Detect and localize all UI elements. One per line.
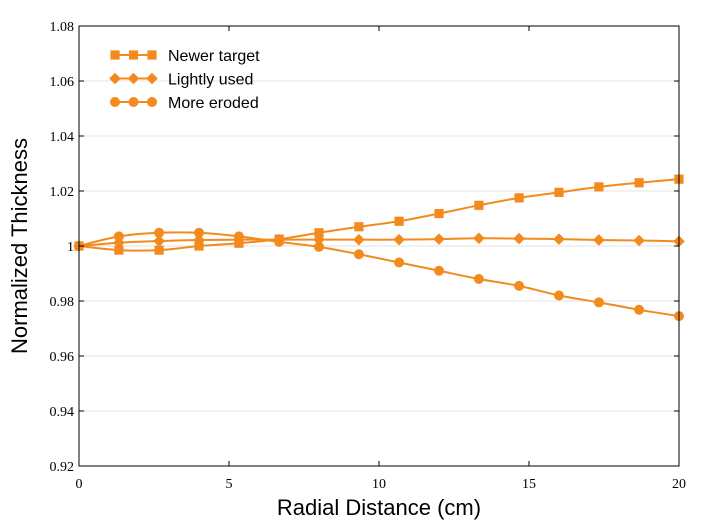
data-point (633, 234, 645, 247)
legend-marker (110, 50, 120, 60)
legend-marker (109, 72, 121, 85)
data-point (634, 304, 645, 315)
data-point (473, 274, 484, 284)
data-point (354, 222, 364, 232)
data-point (474, 200, 484, 210)
legend-marker (128, 50, 139, 60)
data-point (393, 233, 405, 246)
series-line-more-eroded (78, 231, 680, 318)
legend-marker (128, 97, 139, 107)
data-point (434, 265, 444, 276)
data-point (513, 232, 525, 245)
data-point (194, 227, 204, 238)
data-point (314, 241, 324, 252)
legend-marker (147, 97, 157, 107)
x-tick-label: 0 (76, 477, 83, 492)
grid (79, 80, 679, 412)
legend-item-lightly-used: Lightly used (109, 72, 253, 89)
data-point (194, 241, 204, 251)
data-point (433, 233, 445, 245)
data-point (313, 233, 325, 246)
data-point (473, 232, 485, 245)
data-point (193, 234, 205, 246)
y-tick-label: 0.98 (50, 295, 75, 310)
x-axis-title: Radial Distance (cm) (277, 495, 481, 520)
legend-label: Newer target (168, 48, 260, 65)
legend-label: Lightly used (168, 72, 253, 89)
legend-marker (147, 50, 157, 60)
y-tick-label: 1 (67, 240, 74, 255)
data-point (113, 231, 124, 242)
data-point (233, 231, 244, 242)
y-tick-label: 1.06 (50, 75, 75, 90)
y-tick-label: 0.94 (50, 405, 75, 420)
data-point (113, 236, 125, 249)
y-tick-label: 1.08 (50, 20, 75, 35)
y-tick-label: 0.92 (50, 460, 75, 475)
y-axis-title: Normalized Thickness (7, 138, 32, 354)
series-line-lightly-used (78, 237, 680, 247)
legend: Newer target Lightly used More eroded (109, 48, 260, 112)
data-point (634, 178, 644, 188)
data-point (514, 280, 525, 291)
legend-item-more-eroded: More eroded (110, 95, 259, 112)
data-point (514, 193, 524, 203)
data-point (554, 187, 564, 197)
legend-marker (127, 72, 140, 85)
data-point (114, 245, 124, 255)
data-point (154, 227, 165, 238)
data-point (593, 234, 605, 246)
data-point (394, 257, 405, 268)
data-point (314, 228, 324, 238)
y-tick-label: 1.02 (50, 185, 75, 200)
data-point (154, 245, 164, 255)
data-point (593, 297, 604, 308)
series-newer-target (74, 174, 684, 255)
data-point (553, 233, 565, 245)
data-point (554, 290, 564, 301)
legend-marker (110, 97, 120, 107)
data-point (274, 236, 285, 247)
series-layer (73, 174, 685, 322)
x-tick-label: 20 (672, 477, 686, 492)
data-point (434, 208, 444, 219)
x-tick-label: 5 (226, 477, 233, 492)
data-point (153, 235, 165, 247)
x-tick-label: 10 (372, 477, 386, 492)
data-point (594, 182, 604, 192)
y-tick-label: 1.04 (50, 130, 75, 145)
data-point (353, 249, 364, 260)
y-tick-label: 0.96 (50, 350, 75, 365)
x-tick-label: 15 (522, 477, 536, 492)
data-point (394, 216, 404, 226)
axis-ticks: 0.92 0.94 0.96 0.98 1 1.02 1.04 1.06 1.08 0 5 10 15 2… (50, 20, 687, 492)
legend-label: More eroded (168, 95, 259, 112)
data-point (353, 233, 365, 246)
legend-marker (146, 72, 158, 85)
series-line-newer-target (78, 178, 680, 252)
legend-item-newer-target: Newer target (110, 48, 260, 65)
